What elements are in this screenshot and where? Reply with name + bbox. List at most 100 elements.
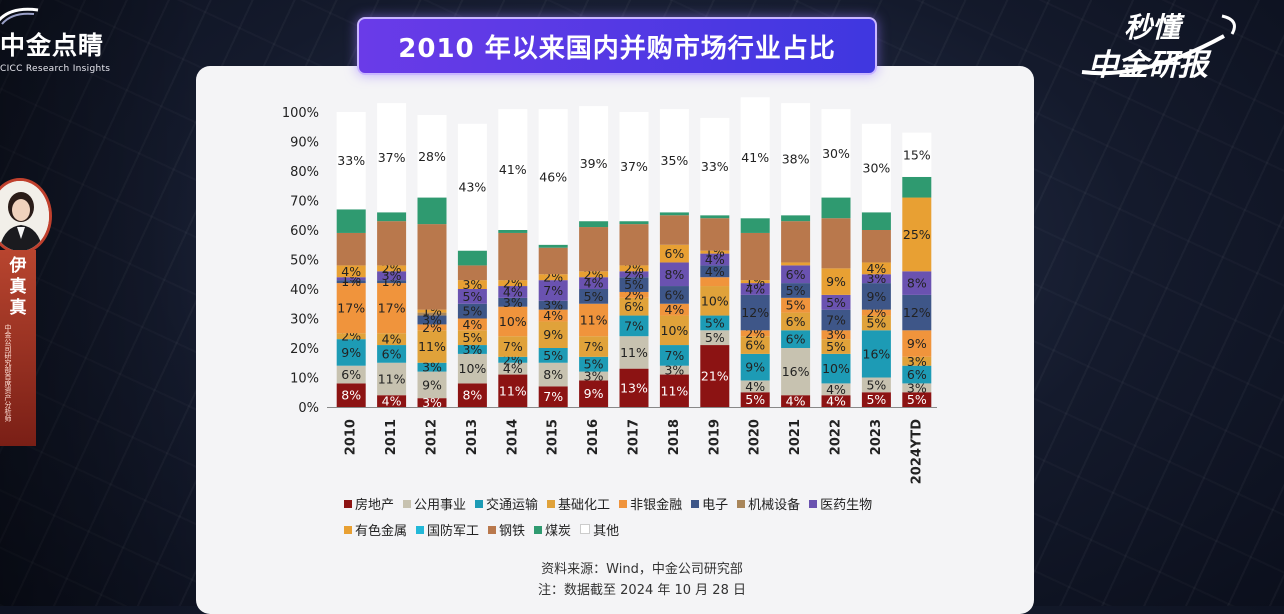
bar-segment [781,215,811,222]
brand-right-line2: 中金研报 [1088,48,1208,83]
bar-segment [740,353,770,381]
bar-segment [417,324,447,331]
bar-segment [700,117,730,216]
data-label: 7% [826,312,846,327]
data-label: 7% [503,339,523,354]
x-tick-label: 2018 [667,419,682,455]
data-label: 5% [584,357,604,372]
x-tick-label: 2021 [788,419,803,455]
data-label: 30% [822,146,850,161]
bar-segment [659,303,689,316]
y-tick-label: 0% [298,401,319,416]
legend-swatch [534,526,543,534]
bar-segment [619,336,649,369]
bar-segment [821,197,851,219]
data-label: 4% [866,261,886,276]
data-label: 5% [826,339,846,354]
y-tick-label: 70% [290,195,319,210]
bar-segment [861,315,891,331]
brand-arc-icon [1081,14,1236,76]
data-label: 38% [782,152,810,167]
legend-swatch [809,500,818,508]
data-label: 8% [664,267,684,282]
data-label: 7% [543,389,563,404]
bar-segment [861,283,891,310]
data-label: 6% [786,332,806,347]
legend-swatch [344,526,352,534]
bar-segment [700,345,730,407]
data-label: 5% [786,283,806,298]
bar-segment [659,109,689,213]
bar-segment [659,365,689,375]
y-tick-label: 20% [290,342,319,357]
legend-label: 电子 [702,498,729,513]
bar-segment [457,330,487,346]
bar-segment [336,265,366,278]
y-tick-label: 40% [290,283,319,298]
data-label: 3% [584,369,604,384]
legend-swatch [416,526,425,534]
data-label: 5% [584,289,604,304]
legend-swatch [619,500,628,508]
bar-segment [377,212,407,222]
data-label: 8% [543,367,563,382]
brand-swoosh-icon [0,7,39,25]
bar-segment [377,280,407,284]
bar-segment [619,297,649,316]
bar-segment [740,280,770,284]
data-label: 6% [664,287,684,302]
x-tick-label: 2022 [829,419,844,455]
bar-segment [498,232,528,281]
bar-segment [417,224,447,310]
data-label: 3% [543,298,563,313]
data-label: 4% [503,284,523,299]
data-label: 3% [462,342,482,357]
bar-segment [861,330,891,378]
x-tick-label: 2015 [546,419,561,455]
legend-item: 煤炭 [534,519,571,545]
bar-segment [579,277,609,289]
bar-segment [377,283,407,334]
data-label: 3% [826,327,846,342]
date-note: 注：数据截至 2024 年 10 月 28 日 [538,583,746,598]
data-label: 15% [903,147,931,162]
data-label: 43% [459,180,487,195]
bar-segment [538,300,568,310]
data-label: 5% [462,330,482,345]
bar-segment [498,297,528,307]
data-label: 5% [866,315,886,330]
data-label: 9% [584,386,604,401]
data-label: 10% [701,293,729,308]
bar-segment [821,294,851,310]
data-label: 9% [907,336,927,351]
data-label: 5% [705,315,725,330]
data-label: 33% [701,159,729,174]
legend-label: 医药生物 [820,498,873,513]
legend-swatch [547,500,556,508]
bar-segment [740,283,770,295]
bar-segment [619,112,649,222]
bar-segment [579,106,609,222]
bar-segment [579,221,609,228]
data-label: 9% [543,327,563,342]
data-label: 9% [866,289,886,304]
data-label: 4% [826,382,846,397]
data-label: 5% [866,377,886,392]
data-label: 6% [745,338,765,353]
legend-label: 国防军工 [427,524,480,539]
legend-item: 基础化工 [547,493,610,519]
legend-item: 公用事业 [403,493,466,519]
bar-segment [619,221,649,225]
bar-segment [659,215,689,245]
data-label: 4% [503,361,523,376]
data-label: 6% [341,367,361,382]
bar-segment [700,215,730,219]
bar-segment [579,289,609,304]
data-label: 4% [462,317,482,332]
data-label: 11% [499,383,527,398]
bar-segment [659,286,689,304]
data-label: 3% [422,395,442,410]
brand-subtitle: CICC Research Insights [0,64,111,74]
bar-segment [902,197,932,272]
